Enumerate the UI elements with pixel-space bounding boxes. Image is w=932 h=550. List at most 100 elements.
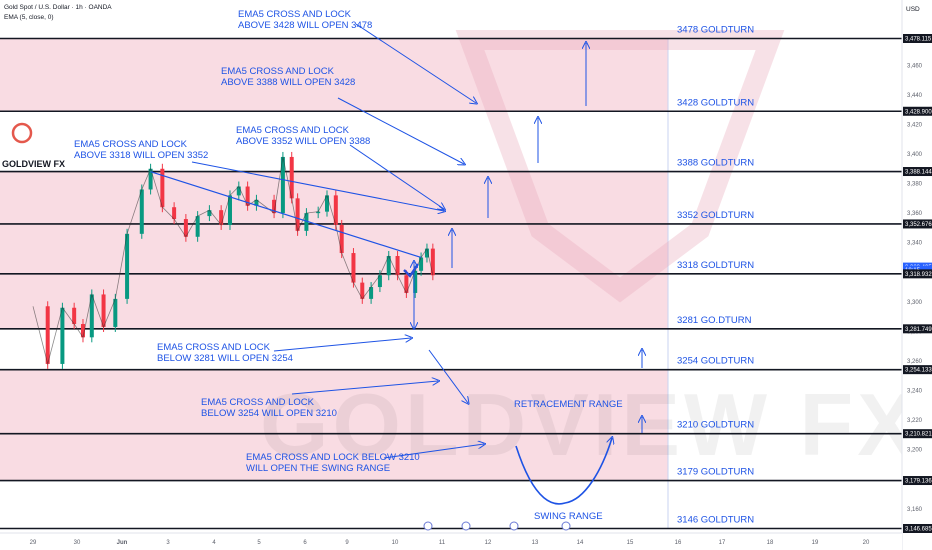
candle-body-26 (316, 211, 321, 214)
y-tick-14: 3,440 (907, 93, 923, 99)
x-tick-4: 4 (212, 540, 216, 546)
arrow-5 (291, 381, 438, 395)
candle-body-17 (227, 195, 232, 225)
x-tick-15: 17 (719, 540, 726, 546)
event-marker-icon-2 (509, 521, 519, 531)
x-tick-13: 15 (627, 540, 634, 546)
annotation-2-line-0: EMA5 CROSS AND LOCK (74, 139, 188, 150)
candle-body-31 (360, 282, 365, 299)
candle-body-21 (272, 199, 277, 214)
candle-body-20 (254, 199, 259, 206)
arrow-3 (349, 144, 444, 209)
annotation-7-line-0: RETRACEMENT RANGE (514, 399, 623, 410)
candle-body-39 (424, 248, 429, 258)
price-label-bg-9 (903, 429, 932, 439)
y-tick-0: 3,160 (907, 507, 923, 513)
x-tick-11: 13 (532, 540, 539, 546)
candle-body-35 (395, 256, 400, 276)
level-label-4: 3318 GOLDTURN (677, 260, 754, 271)
y-tick-5: 3,260 (907, 359, 923, 365)
annotation-0-line-0: EMA5 CROSS AND LOCK (238, 9, 352, 20)
price-label-3: 3,352.676 (905, 222, 932, 228)
price-label-bg-1 (903, 106, 932, 116)
annotation-4-line-1: BELOW 3281 WILL OPEN 3254 (157, 353, 293, 364)
shaded-zone-0 (0, 38, 668, 112)
currency-label: USD (906, 6, 920, 13)
event-marker-icon-3 (561, 521, 571, 531)
annotation-6-line-0: EMA5 CROSS AND LOCK BELOW 3210 (246, 452, 420, 463)
watermark: GOLDVIEW FX GOLDVIEW FX (2, 30, 916, 474)
x-tick-0: 29 (30, 540, 37, 546)
annotation-0-line-1: ABOVE 3428 WILL OPEN 3478 (238, 20, 372, 31)
price-label-1: 3,428.900 (905, 109, 932, 115)
price-axis: 3,1603,1803,2003,2203,2403,2603,2803,300… (901, 0, 932, 550)
text-layer: 3478 GOLDTURN 3428 GOLDTURN 3388 GOLDTURN 3… (74, 9, 754, 526)
candle-body-24 (295, 198, 300, 231)
candle-body-1 (45, 306, 50, 364)
candle-body-12 (172, 207, 177, 220)
arrows (191, 23, 642, 531)
candle-body-25 (304, 213, 309, 231)
x-tick-3: 3 (166, 540, 170, 546)
y-tick-13: 3,420 (907, 122, 923, 128)
price-label-bg-0 (903, 34, 932, 43)
check-mark-icon (403, 263, 419, 278)
price-label-bg-7 (903, 324, 932, 334)
candle-body-2 (60, 307, 65, 364)
candle-body-4 (80, 324, 85, 338)
x-tick-7: 9 (345, 540, 349, 546)
level-label-7: 3210 GOLDTURN (677, 420, 754, 431)
arrow-7 (428, 349, 468, 403)
price-label-0: 3,478.115 (905, 37, 932, 43)
y-tick-9: 3,340 (907, 241, 923, 247)
y-tick-15: 3,460 (907, 63, 923, 69)
price-label-10: 3,179.136 (905, 479, 932, 485)
candle-body-16 (219, 210, 224, 225)
level-label-8: 3179 GOLDTURN (677, 467, 754, 478)
candle-body-15 (207, 210, 212, 217)
candle-body-7 (113, 298, 118, 327)
annotation-3-line-0: EMA5 CROSS AND LOCK (236, 125, 350, 136)
annotation-5-line-0: EMA5 CROSS AND LOCK (201, 397, 315, 408)
y-tick-11: 3,380 (907, 182, 923, 188)
candle-body-3 (72, 307, 77, 325)
candle-body-32 (369, 287, 374, 299)
x-tick-12: 14 (577, 540, 584, 546)
candle-body-23 (289, 156, 294, 199)
price-label-11: 3,146.685 (905, 527, 932, 533)
candle-body-28 (333, 195, 338, 225)
level-label-0: 3478 GOLDTURN (677, 25, 754, 36)
x-tick-18: 20 (863, 540, 870, 546)
level-label-1: 3428 GOLDTURN (677, 97, 754, 108)
candle-body-19 (245, 186, 250, 206)
watermark-shield (455, 30, 785, 303)
shaded-zone-2 (0, 369, 668, 481)
symbol-line: Gold Spot / U.S. Dollar · 1h · OANDA (4, 4, 112, 11)
price-label-2: 3,388.144 (905, 170, 932, 176)
candle-body-11 (160, 168, 165, 208)
price-label-bg-8 (903, 365, 932, 375)
candle-body-30 (351, 253, 356, 283)
price-series (32, 151, 435, 369)
price-label-bg-10 (903, 476, 932, 486)
x-tick-17: 19 (812, 540, 819, 546)
time-axis: 29 30 Jun 3 4 5 6 9 10 11 12 13 14 15 16 17 18 19 20 (0, 532, 902, 550)
logo-text: GOLDVIEW FX (2, 159, 65, 169)
candle-body-40 (430, 248, 435, 276)
event-marker-icon-1 (461, 521, 471, 531)
candle-body-36 (404, 275, 409, 293)
candle-body-8 (125, 233, 130, 299)
levels (0, 37, 902, 530)
price-label-bg-2 (903, 167, 932, 177)
candle-body-22 (280, 156, 285, 214)
price-label-8: 3,254.133 (905, 368, 932, 374)
y-tick-12: 3,400 (907, 152, 923, 158)
indicator-line: EMA (5, close, 0) (4, 14, 54, 21)
x-tick-8: 10 (392, 540, 399, 546)
candle-body-27 (325, 195, 329, 212)
level-label-3: 3352 GOLDTURN (677, 210, 754, 221)
level-label-2: 3388 GOLDTURN (677, 158, 754, 169)
annotation-2-line-1: ABOVE 3318 WILL OPEN 3352 (74, 150, 208, 161)
x-tick-1: 30 (74, 540, 81, 546)
